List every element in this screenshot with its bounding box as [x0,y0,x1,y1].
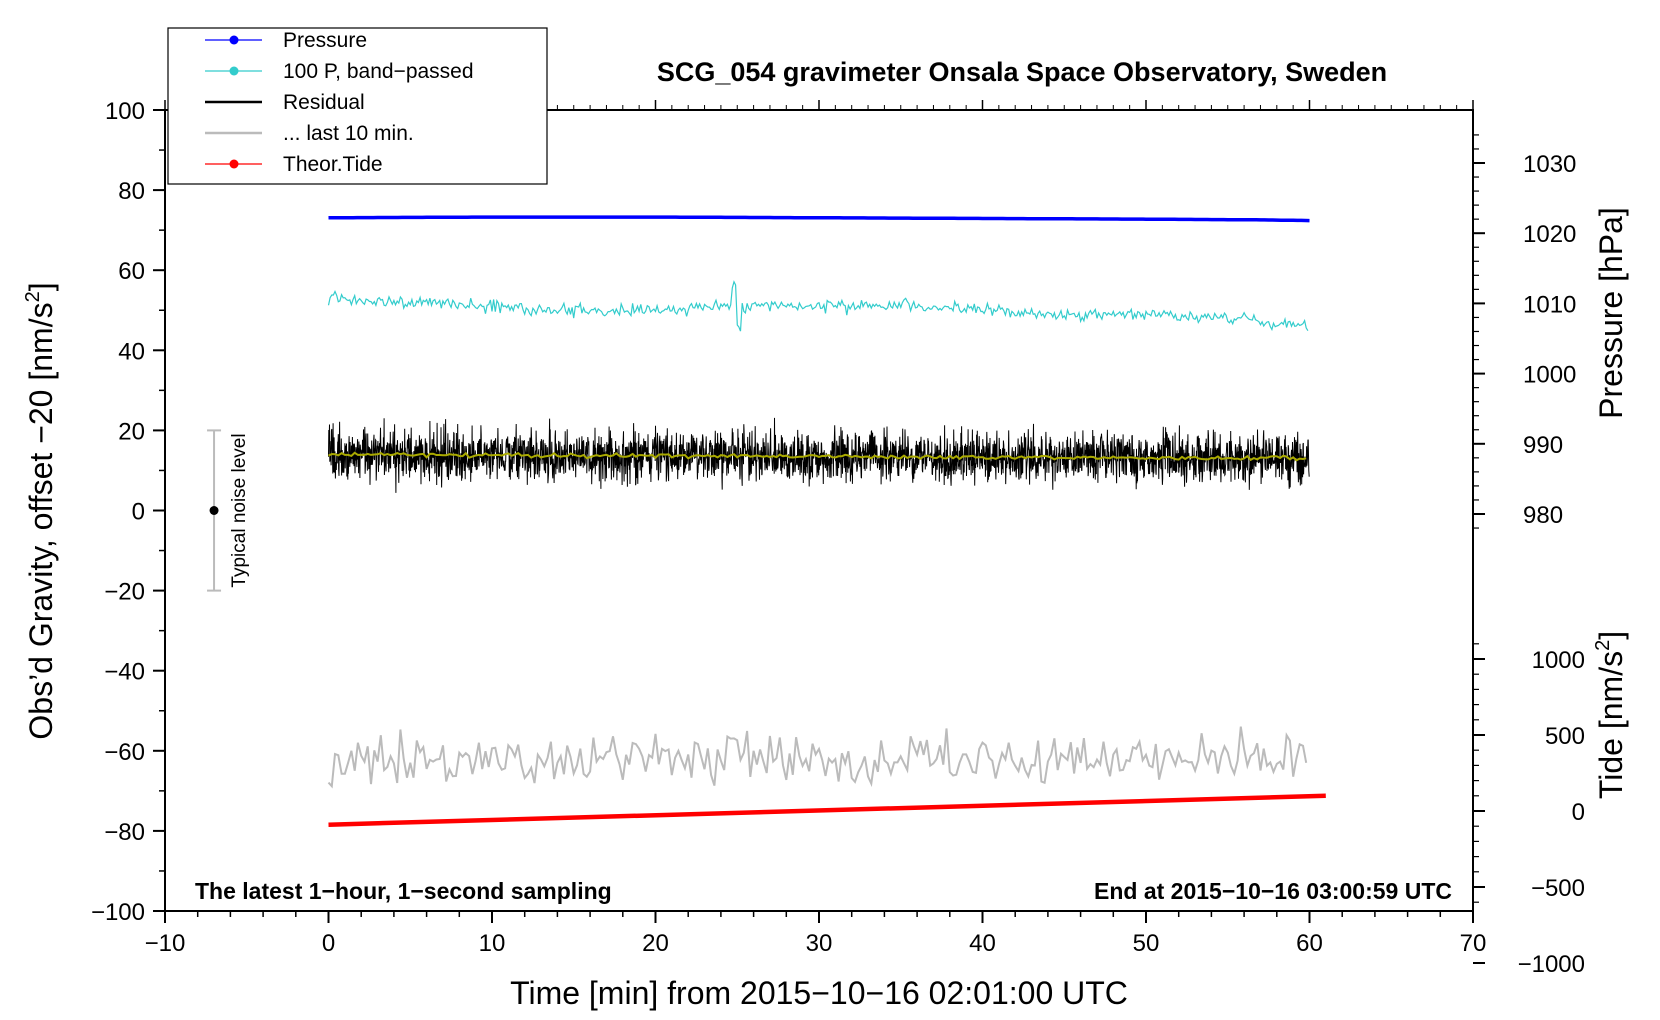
tide-tick-label: 1000 [1532,647,1585,674]
x-tick-label: 60 [1296,930,1323,957]
y-tick-label: −100 [91,899,145,926]
y-axis-title-sup: 2 [22,291,44,302]
x-tick-label: 10 [479,930,506,957]
pressure-tick-label: 1020 [1523,221,1576,248]
x-axis-title: Time [min] from 2015−10−16 02:01:00 UTC [510,975,1128,1011]
y-tick-label: 20 [118,418,145,445]
pressure-axis-title: Pressure [hPa] [1593,207,1629,419]
x-tick-label: 30 [806,930,833,957]
y-tick-label: −60 [104,739,145,766]
tide-tick-label: −1000 [1518,951,1585,978]
legend-label: Residual [283,91,365,114]
legend-label: Pressure [283,29,367,52]
tide-tick-label: 500 [1545,723,1585,750]
y-axis-pressure: 980 990 1000 1010 1020 1030 [1473,134,1576,529]
y-tick-label: 100 [105,98,145,125]
y-axis-gravity: −100 −80 −60 −40 −20 0 20 40 60 80 100 [91,98,165,926]
tide-tick-label: −500 [1531,875,1585,902]
legend-label: ... last 10 min. [283,122,414,145]
y-tick-label: 40 [118,338,145,365]
annotation-end-time: End at 2015−10−16 03:00:59 UTC [1094,878,1452,904]
y-tick-label: −40 [104,659,145,686]
series-layer [327,215,1326,827]
legend-box [167,27,548,185]
series-theoretical-tide [328,793,1326,827]
series-pressure [328,215,1310,223]
x-tick-label: 0 [322,930,335,957]
pressure-tick-label: 1000 [1523,362,1576,389]
noise-label: Typical noise level [229,433,250,587]
x-tick-label: 40 [969,930,996,957]
y-tick-label: −80 [104,819,145,846]
legend-label: Theor.Tide [283,153,383,176]
x-tick-label: 70 [1460,930,1487,957]
pressure-tick-label: 980 [1523,502,1563,529]
noise-center-dot [209,506,219,515]
legend-marker [229,159,239,169]
plot-frame [164,109,1474,912]
y-tick-label: 60 [118,258,145,285]
pressure-tick-label: 1010 [1523,291,1576,318]
x-tick-label: 20 [642,930,669,957]
noise-indicator: Typical noise level [207,429,250,592]
x-tick-label: −10 [145,930,186,957]
y-tick-label: 80 [118,178,145,205]
tide-axis-title-end: ] [1593,631,1629,640]
tide-axis-title-main: Tide [nm/s [1593,651,1629,799]
chart-title: SCG_054 gravimeter Onsala Space Observat… [657,57,1387,87]
y-axis-title-main: Obs’d Gravity, offset −20 [nm/s [23,302,59,739]
legend-marker [229,35,239,45]
series-residual [328,417,1310,493]
series-pressure-bandpassed [327,280,1309,332]
tide-tick-label: 0 [1572,799,1585,826]
tide-axis-title: Tide [nm/s2] [1592,631,1629,799]
x-tick-label: 50 [1133,930,1160,957]
x-axis: −10 0 10 20 30 40 50 60 70 [145,100,1487,957]
legend-label: 100 P, band−passed [283,60,474,83]
y-tick-label: 0 [132,499,145,526]
pressure-tick-label: 1030 [1523,151,1576,178]
legend: Pressure 100 P, band−passed Residual ... la… [167,27,548,185]
series-residual-smoothed [328,451,1307,462]
annotation-sampling: The latest 1−hour, 1−second sampling [195,878,612,904]
tide-axis-title-sup: 2 [1592,640,1614,651]
legend-marker [229,66,239,76]
y-tick-label: −20 [104,579,145,606]
y-axis-title: Obs’d Gravity, offset −20 [nm/s2] [22,282,59,739]
pressure-tick-label: 990 [1523,432,1563,459]
series-last-10-min [327,726,1308,789]
y-axis-title-end: ] [23,282,59,291]
